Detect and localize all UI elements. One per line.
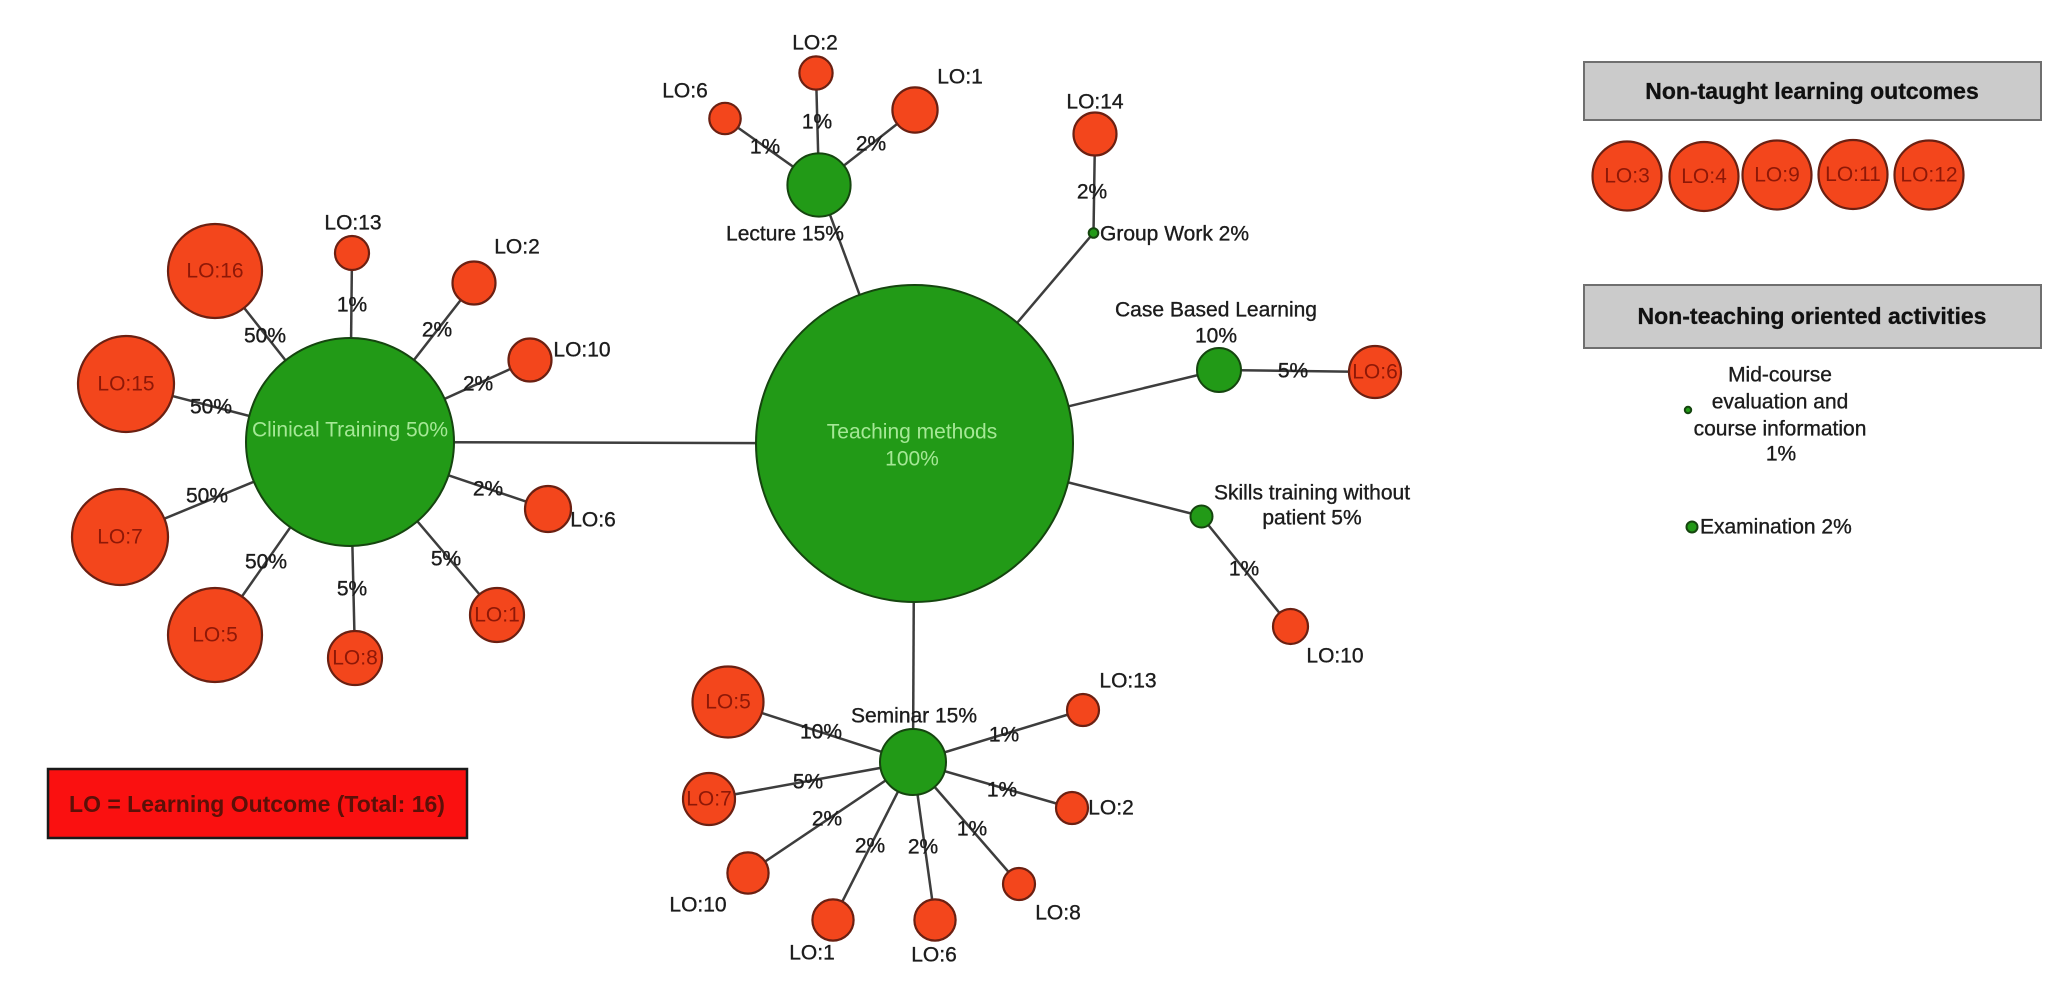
svg-text:10%: 10% bbox=[800, 721, 842, 744]
svg-text:5%: 5% bbox=[793, 771, 823, 794]
svg-text:50%: 50% bbox=[245, 551, 287, 574]
svg-text:2%: 2% bbox=[1077, 181, 1107, 204]
svg-text:LO:9: LO:9 bbox=[1754, 164, 1800, 187]
svg-text:LO:2: LO:2 bbox=[1088, 797, 1134, 820]
svg-text:Non-taught learning outcomes: Non-taught learning outcomes bbox=[1645, 78, 1979, 104]
svg-text:Teaching methods: Teaching methods bbox=[827, 421, 997, 444]
svg-text:LO:10: LO:10 bbox=[669, 894, 726, 917]
svg-text:LO:2: LO:2 bbox=[792, 32, 838, 55]
svg-text:2%: 2% bbox=[855, 835, 885, 858]
svg-text:LO:4: LO:4 bbox=[1681, 165, 1727, 188]
svg-text:LO:1: LO:1 bbox=[789, 942, 835, 965]
svg-text:LO:8: LO:8 bbox=[1035, 902, 1081, 925]
svg-text:100%: 100% bbox=[885, 448, 939, 471]
svg-text:LO:8: LO:8 bbox=[332, 647, 378, 670]
svg-text:LO:5: LO:5 bbox=[705, 691, 751, 714]
svg-text:LO:1: LO:1 bbox=[474, 604, 520, 627]
svg-text:LO:15: LO:15 bbox=[97, 373, 154, 396]
svg-text:1%: 1% bbox=[1766, 443, 1796, 466]
svg-text:LO:7: LO:7 bbox=[97, 526, 143, 549]
svg-text:LO:2: LO:2 bbox=[494, 236, 540, 259]
svg-text:1%: 1% bbox=[987, 779, 1017, 802]
svg-text:10%: 10% bbox=[1195, 325, 1237, 348]
svg-text:LO:10: LO:10 bbox=[1306, 645, 1363, 668]
svg-text:Clinical Training 50%: Clinical Training 50% bbox=[252, 419, 448, 442]
svg-text:LO:5: LO:5 bbox=[192, 624, 238, 647]
svg-text:2%: 2% bbox=[463, 373, 493, 396]
svg-text:LO:14: LO:14 bbox=[1066, 91, 1124, 114]
svg-text:1%: 1% bbox=[1229, 558, 1259, 581]
svg-text:LO:11: LO:11 bbox=[1825, 163, 1881, 186]
svg-text:Case Based Learning: Case Based Learning bbox=[1115, 299, 1317, 322]
svg-text:2%: 2% bbox=[422, 319, 452, 342]
svg-text:50%: 50% bbox=[186, 485, 228, 508]
svg-text:Skills training without: Skills training without bbox=[1214, 482, 1410, 505]
svg-text:LO = Learning Outcome (Total:: LO = Learning Outcome (Total: 16) bbox=[69, 791, 445, 817]
svg-text:2%: 2% bbox=[812, 808, 842, 831]
svg-text:1%: 1% bbox=[957, 818, 987, 841]
svg-text:LO:13: LO:13 bbox=[1099, 670, 1156, 693]
svg-text:LO:1: LO:1 bbox=[937, 66, 983, 89]
svg-text:Seminar 15%: Seminar 15% bbox=[851, 705, 977, 728]
svg-text:Mid-course: Mid-course bbox=[1728, 364, 1832, 387]
svg-text:2%: 2% bbox=[908, 836, 938, 859]
svg-text:5%: 5% bbox=[431, 548, 461, 571]
svg-text:50%: 50% bbox=[244, 325, 286, 348]
svg-text:course information: course information bbox=[1694, 418, 1867, 441]
svg-text:LO:12: LO:12 bbox=[1900, 164, 1957, 187]
svg-text:Examination 2%: Examination 2% bbox=[1700, 516, 1852, 539]
svg-text:1%: 1% bbox=[750, 136, 780, 159]
svg-text:LO:3: LO:3 bbox=[1604, 165, 1650, 188]
svg-text:LO:13: LO:13 bbox=[324, 212, 381, 235]
svg-text:LO:6: LO:6 bbox=[1352, 361, 1398, 384]
svg-text:LO:10: LO:10 bbox=[553, 339, 610, 362]
svg-text:evaluation and: evaluation and bbox=[1712, 391, 1849, 414]
svg-text:2%: 2% bbox=[473, 478, 503, 501]
svg-text:patient 5%: patient 5% bbox=[1262, 507, 1361, 530]
svg-text:Non-teaching oriented activiti: Non-teaching oriented activities bbox=[1638, 303, 1987, 329]
svg-text:LO:6: LO:6 bbox=[570, 509, 616, 532]
svg-text:LO:16: LO:16 bbox=[186, 260, 243, 283]
svg-text:2%: 2% bbox=[856, 133, 886, 156]
svg-text:50%: 50% bbox=[190, 396, 232, 419]
svg-text:Group Work 2%: Group Work 2% bbox=[1100, 223, 1249, 246]
svg-text:LO:6: LO:6 bbox=[662, 80, 708, 103]
svg-text:LO:6: LO:6 bbox=[911, 944, 957, 967]
svg-text:LO:7: LO:7 bbox=[686, 788, 732, 811]
svg-text:1%: 1% bbox=[337, 294, 367, 317]
svg-text:1%: 1% bbox=[802, 111, 832, 134]
svg-text:Lecture 15%: Lecture 15% bbox=[726, 223, 844, 246]
svg-text:1%: 1% bbox=[989, 724, 1019, 747]
svg-text:5%: 5% bbox=[1278, 360, 1308, 383]
svg-text:5%: 5% bbox=[337, 578, 367, 601]
